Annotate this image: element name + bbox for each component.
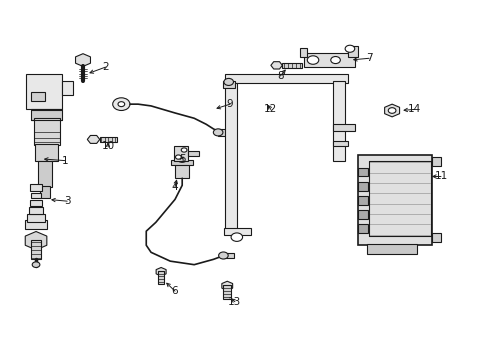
Polygon shape [25,231,47,250]
Bar [222,253,233,258]
Bar [27,214,44,222]
Text: 3: 3 [64,196,70,206]
Bar [357,210,367,219]
Circle shape [112,98,130,111]
Bar [357,182,367,190]
Polygon shape [75,54,90,66]
Text: 11: 11 [433,171,447,181]
Circle shape [32,262,40,267]
Circle shape [387,108,395,113]
Bar [34,118,60,145]
Bar [26,74,62,109]
Bar [431,233,440,242]
Text: 10: 10 [101,141,114,152]
Bar [29,207,43,214]
Text: 9: 9 [226,99,233,109]
Bar [31,92,44,100]
Polygon shape [222,281,232,291]
Bar [332,81,345,161]
Text: 7: 7 [365,53,372,63]
Bar [35,144,58,161]
Bar [357,168,367,176]
Bar [40,186,50,198]
Text: 5: 5 [179,154,185,164]
Bar [299,48,306,57]
Polygon shape [87,135,100,143]
Polygon shape [270,62,282,69]
Bar [282,63,301,68]
Bar [224,228,250,235]
Bar [332,141,348,147]
Circle shape [306,56,318,64]
Circle shape [330,57,340,64]
Bar [188,151,199,156]
Text: 4: 4 [171,182,178,192]
Bar [31,193,41,198]
Circle shape [218,252,228,259]
Bar [217,129,229,136]
Circle shape [175,155,181,159]
Bar [171,159,192,165]
Bar [431,157,440,166]
Circle shape [231,233,242,242]
Bar [158,271,164,284]
Bar [39,161,52,187]
Bar [174,147,188,161]
Bar [357,196,367,205]
Polygon shape [156,267,166,276]
Bar [332,124,354,131]
Text: 13: 13 [228,297,241,307]
Circle shape [181,148,186,152]
Bar [100,137,116,142]
Text: 2: 2 [102,62,109,72]
Bar [347,46,357,57]
Bar [30,200,42,206]
Bar [366,244,416,254]
Bar [30,184,42,190]
Text: 6: 6 [171,286,178,296]
Bar [225,74,347,83]
Circle shape [177,155,186,162]
Bar [62,81,73,95]
Text: 14: 14 [407,104,420,114]
Text: 12: 12 [264,104,277,114]
Circle shape [224,78,233,85]
Circle shape [345,45,354,52]
Bar [223,285,231,299]
Bar [304,53,354,67]
Circle shape [118,102,124,107]
Bar [225,83,237,229]
Bar [223,81,234,88]
Bar [31,109,62,120]
Polygon shape [384,104,399,117]
Bar [31,240,41,259]
Bar [357,155,431,245]
Bar [25,220,46,229]
Circle shape [213,129,223,136]
Bar [175,161,189,178]
Text: 8: 8 [277,71,283,81]
Bar [357,224,367,233]
Text: 1: 1 [61,156,68,166]
